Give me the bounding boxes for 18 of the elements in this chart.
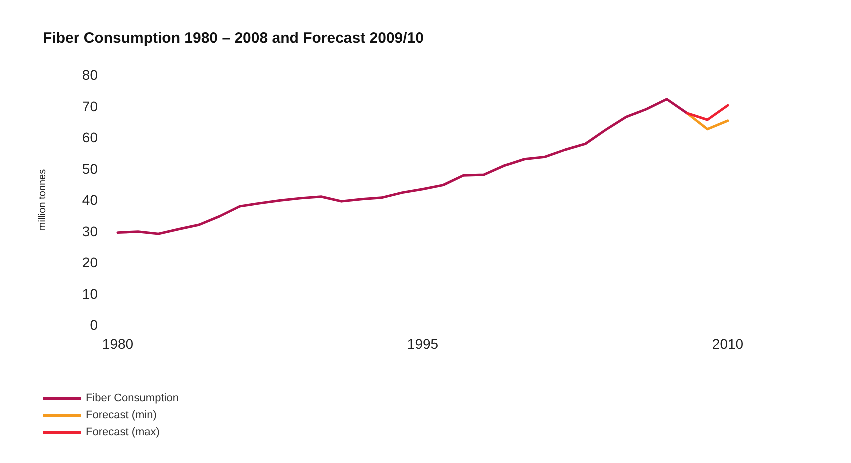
y-tick-label: 70 xyxy=(82,98,98,114)
legend-label: Forecast (max) xyxy=(86,426,160,438)
y-tick-label: 20 xyxy=(82,254,98,270)
line-series xyxy=(116,98,689,236)
legend-label: Forecast (min) xyxy=(86,410,157,422)
y-tick-label: 50 xyxy=(82,160,98,177)
y-tick-label: 40 xyxy=(82,192,98,208)
x-tick-label: 1980 xyxy=(102,336,134,352)
legend-label: Fiber Consumption xyxy=(86,392,179,404)
y-tick-label: 30 xyxy=(82,223,98,240)
chart-title: Fiber Consumption 1980 – 2008 and Forecast 2009/10 xyxy=(43,30,424,47)
y-tick-label: 0 xyxy=(90,317,98,333)
y-tick-label: 80 xyxy=(82,67,98,83)
y-tick-label: 10 xyxy=(82,286,98,302)
y-tick-label: 60 xyxy=(82,130,98,146)
x-tick-label: 2010 xyxy=(712,336,744,352)
x-tick-label: 1995 xyxy=(407,336,439,352)
y-axis-title: million tonnes xyxy=(38,169,48,231)
